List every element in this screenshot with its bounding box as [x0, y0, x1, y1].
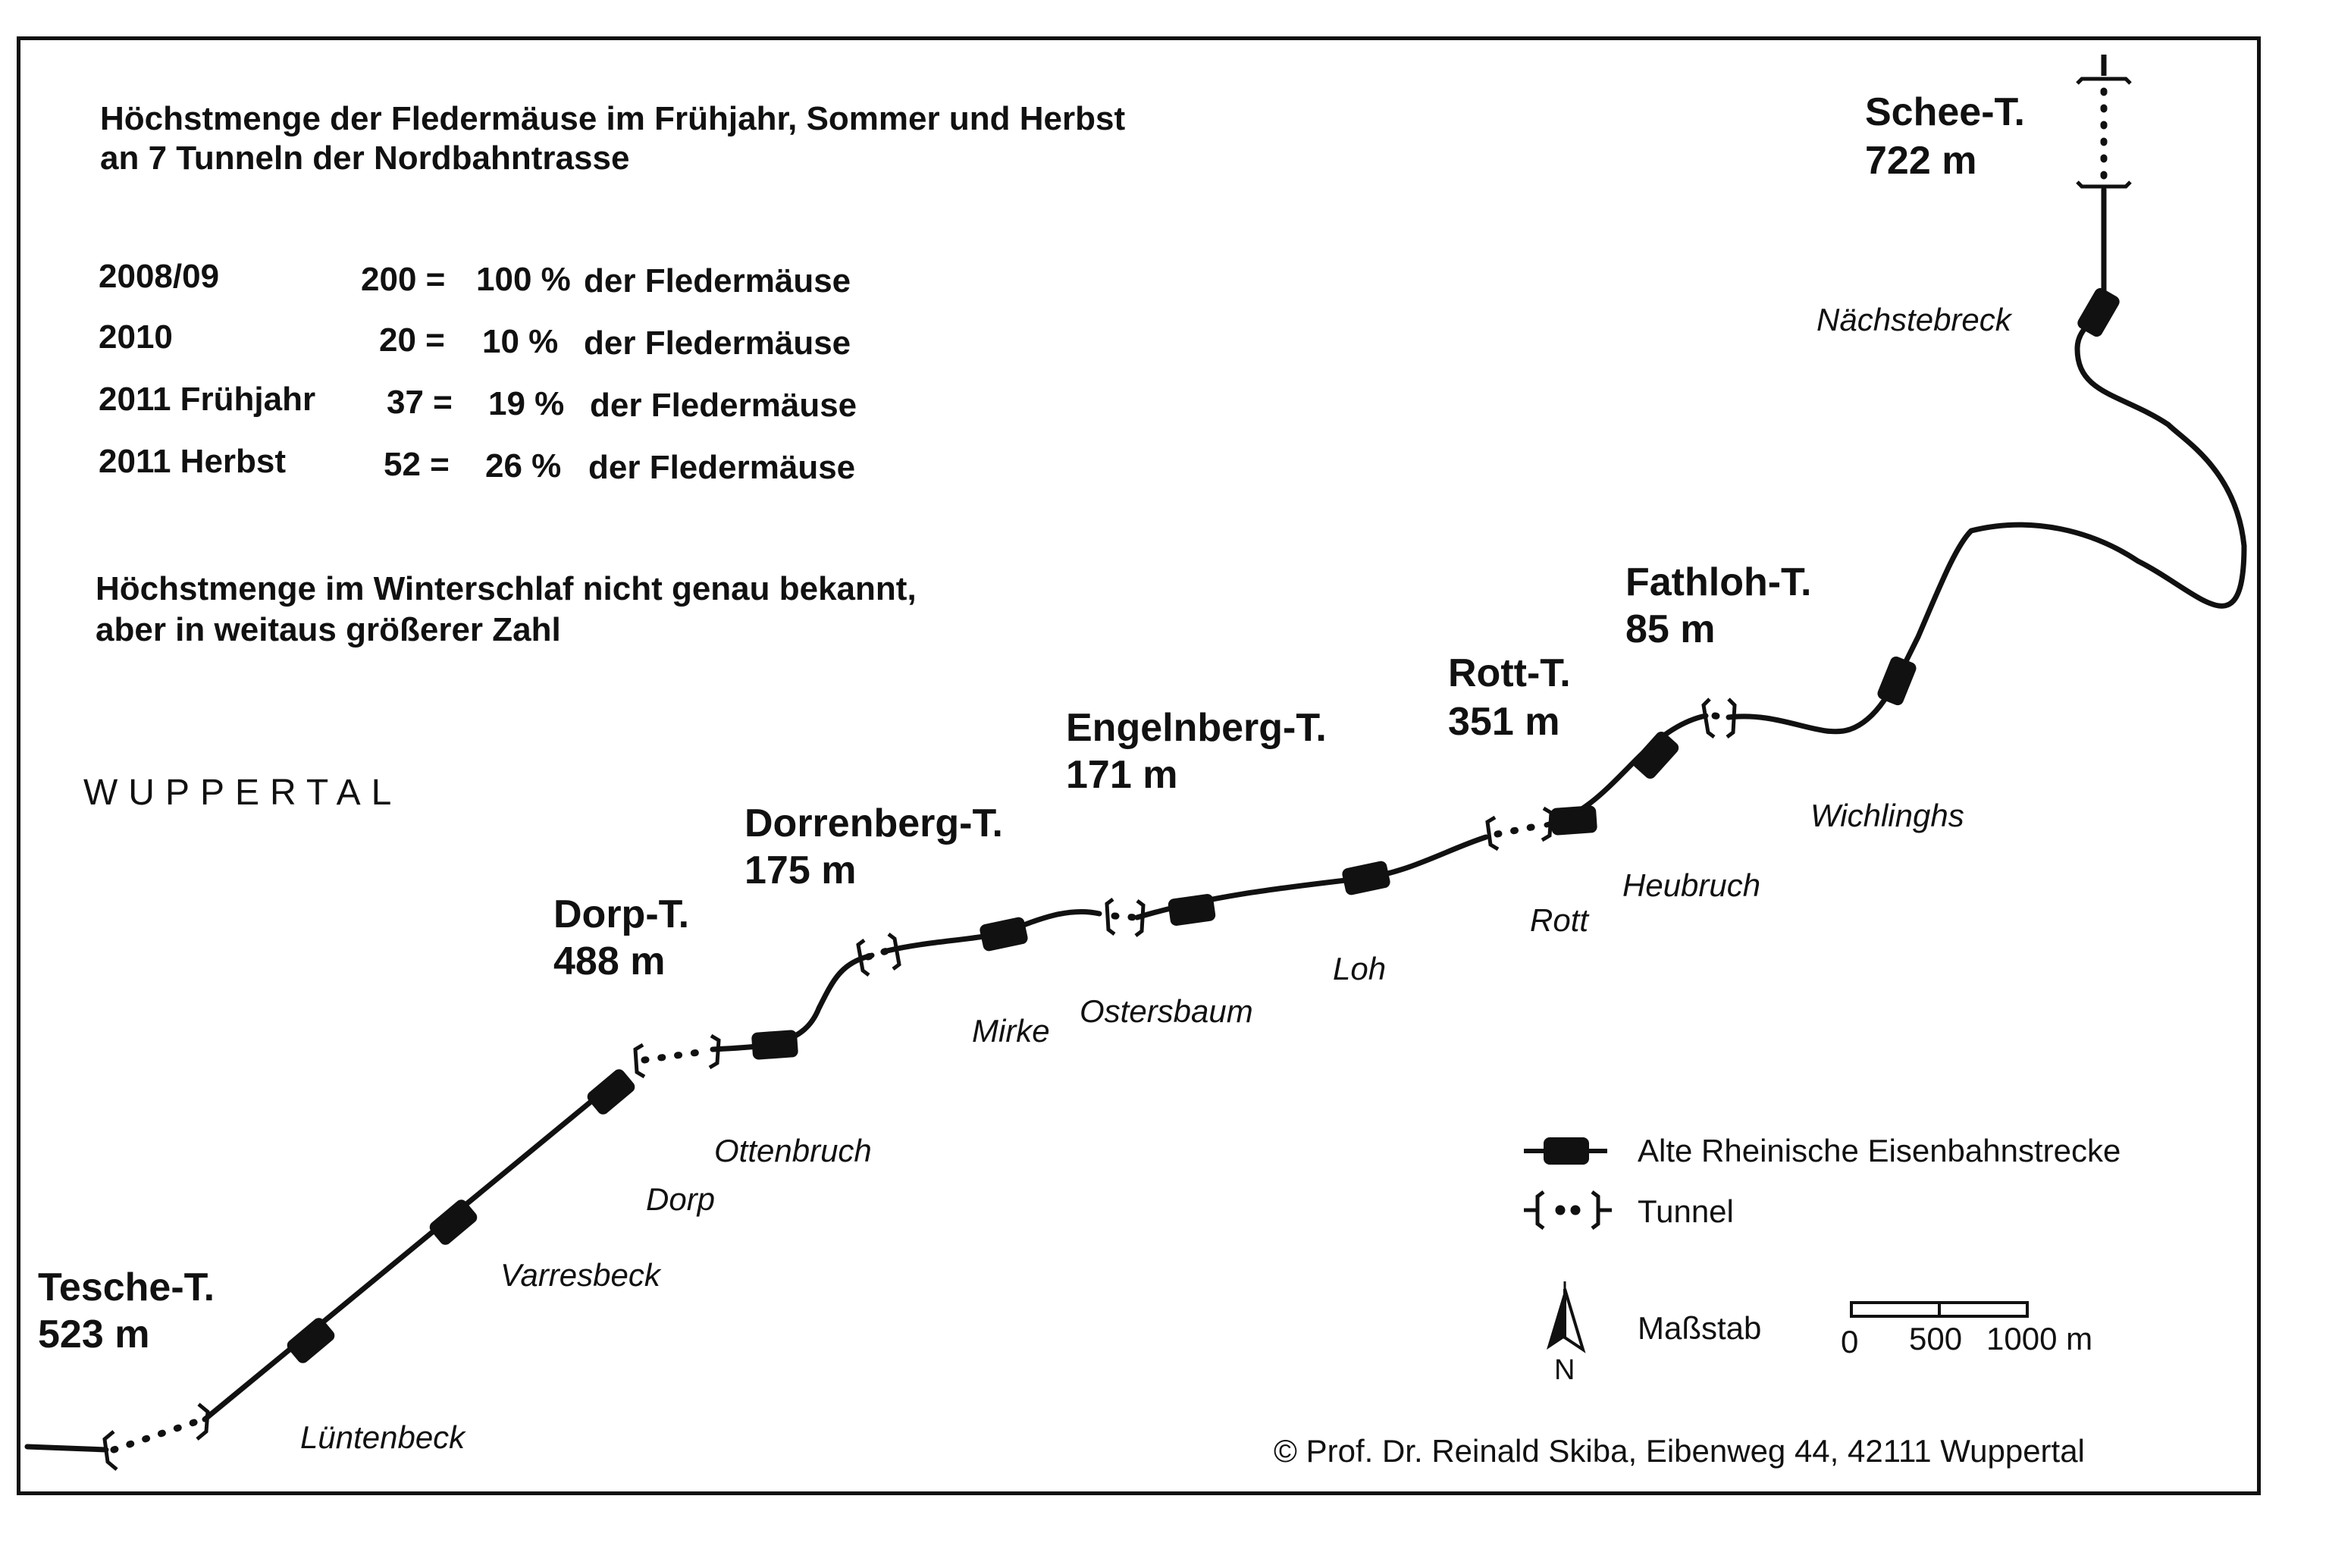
stat-label: der Fledermäuse	[588, 449, 856, 486]
railway-block	[1168, 894, 1216, 926]
railway-block	[1877, 656, 1917, 706]
stat-label: der Fledermäuse	[584, 262, 851, 299]
map-title-line1: Höchstmenge der Fledermäuse im Frühjahr,…	[100, 100, 1126, 137]
tunnel-name: Engelnberg-T.	[1066, 706, 1327, 750]
railway-block	[1342, 861, 1390, 895]
tunnel-length: 85 m	[1625, 607, 1716, 651]
city-label: WUPPERTAL	[83, 773, 403, 813]
stat-count: 200 =	[361, 261, 446, 298]
place-rott: Rott	[1530, 902, 1589, 938]
scale-label: Maßstab	[1638, 1310, 1762, 1346]
stat-period: 2008/09	[99, 258, 220, 295]
tunnel-length: 175 m	[744, 848, 857, 892]
railway-block	[2077, 287, 2120, 337]
railway-block	[1550, 805, 1597, 836]
tunnel-length: 488 m	[553, 939, 666, 983]
place-loh: Loh	[1333, 951, 1387, 986]
place-ostersbaum: Ostersbaum	[1080, 993, 1253, 1029]
tunnel-length: 722 m	[1865, 139, 1977, 183]
map-title-line2: an 7 Tunneln der Nordbahntrasse	[100, 140, 630, 177]
tunnel-name: Dorrenberg-T.	[744, 801, 1003, 845]
tunnel-portals	[102, 77, 2132, 1471]
tunnel-segments	[110, 87, 2108, 1454]
scale-tick: 0	[1841, 1324, 1859, 1359]
tunnel-name: Dorp-T.	[553, 892, 690, 936]
north-label: N	[1554, 1354, 1575, 1386]
railway-block	[980, 917, 1028, 952]
legend-railway-label: Alte Rheinische Eisenbahnstrecke	[1638, 1133, 2121, 1168]
stat-percent: 19 %	[488, 385, 565, 422]
place-naechstebreck: Nächstebreck	[1816, 302, 2011, 337]
railway-block	[287, 1318, 335, 1363]
scale-tick: 1000 m	[1986, 1321, 2093, 1356]
place-dorp: Dorp	[646, 1181, 716, 1217]
stat-count: 37 =	[387, 384, 453, 421]
legend-tunnel-symbol	[1524, 1190, 1612, 1230]
stat-count: 52 =	[384, 446, 450, 483]
place-ottenbruch: Ottenbruch	[714, 1133, 872, 1168]
map-frame	[17, 36, 2261, 1495]
tunnel-length: 351 m	[1448, 700, 1560, 744]
legend-tunnel-label: Tunnel	[1638, 1193, 1734, 1229]
winter-note-line1: Höchstmenge im Winterschlaf nicht genau …	[96, 570, 917, 607]
place-luentenbeck: Lüntenbeck	[300, 1419, 465, 1455]
stat-percent: 26 %	[485, 447, 562, 485]
railway-block	[751, 1030, 798, 1060]
stat-period: 2010	[99, 318, 173, 356]
tunnel-name: Tesche-T.	[38, 1265, 215, 1309]
place-heubruch: Heubruch	[1622, 867, 1761, 903]
stat-period: 2011 Herbst	[99, 443, 287, 480]
stat-label: der Fledermäuse	[584, 325, 851, 362]
place-mirke: Mirke	[972, 1013, 1050, 1049]
scale-tick: 500	[1909, 1321, 1963, 1356]
railway-block	[1632, 731, 1679, 779]
tunnel-name: Schee-T.	[1865, 90, 2025, 134]
stat-percent: 100 %	[476, 261, 571, 298]
place-wichlinghs: Wichlinghs	[1810, 798, 1964, 833]
north-arrow-icon	[1547, 1281, 1586, 1353]
stat-period: 2011 Frühjahr	[99, 381, 316, 418]
place-varresbeck: Varresbeck	[500, 1257, 660, 1293]
stat-percent: 10 %	[482, 323, 559, 360]
copyright-notice: © Prof. Dr. Reinald Skiba, Eibenweg 44, …	[1274, 1433, 2085, 1469]
tunnel-length: 523 m	[38, 1312, 150, 1356]
stat-count: 20 =	[379, 321, 445, 359]
railway-block	[587, 1069, 635, 1115]
tunnel-name: Fathloh-T.	[1625, 560, 1812, 604]
tunnel-length: 171 m	[1066, 753, 1178, 797]
railway-block	[429, 1200, 478, 1245]
tunnel-name: Rott-T.	[1448, 651, 1571, 695]
railway-blocks	[287, 287, 2120, 1363]
legend-railway-symbol	[1524, 1137, 1607, 1165]
winter-note-line2: aber in weitaus größerer Zahl	[96, 611, 561, 648]
stat-label: der Fledermäuse	[590, 387, 857, 424]
scale-bar	[1850, 1301, 2029, 1318]
